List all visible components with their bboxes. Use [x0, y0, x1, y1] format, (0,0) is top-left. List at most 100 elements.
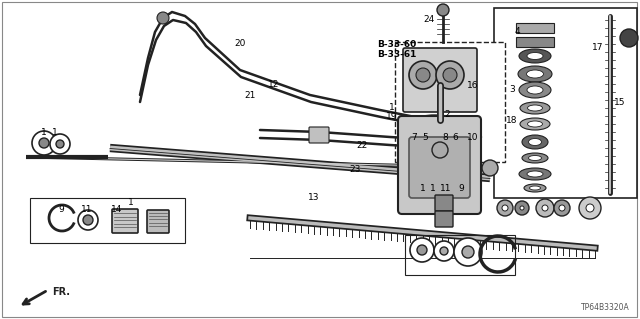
FancyBboxPatch shape	[112, 209, 138, 233]
Text: 17: 17	[592, 43, 604, 52]
Circle shape	[78, 210, 98, 230]
Ellipse shape	[421, 145, 449, 151]
Bar	[516, 37, 554, 47]
Ellipse shape	[529, 186, 541, 190]
Ellipse shape	[416, 143, 454, 153]
Text: 9: 9	[59, 205, 64, 214]
FancyBboxPatch shape	[309, 127, 329, 143]
Ellipse shape	[527, 70, 543, 78]
Text: B-33-60: B-33-60	[377, 40, 417, 49]
Bar	[494, 8, 637, 198]
Text: 22: 22	[356, 141, 367, 150]
Text: 5: 5	[422, 133, 428, 142]
Ellipse shape	[416, 129, 454, 139]
Text: 1: 1	[52, 128, 57, 137]
Circle shape	[83, 215, 93, 225]
Circle shape	[586, 204, 594, 212]
Circle shape	[432, 142, 448, 158]
Ellipse shape	[519, 49, 551, 63]
Text: 12: 12	[268, 80, 280, 89]
Circle shape	[56, 140, 64, 148]
Text: 14: 14	[111, 205, 123, 214]
Text: 9: 9	[458, 184, 463, 193]
Ellipse shape	[421, 131, 449, 137]
Ellipse shape	[421, 117, 449, 122]
Ellipse shape	[527, 121, 543, 127]
Text: 8: 8	[442, 133, 447, 142]
Circle shape	[416, 68, 430, 82]
Circle shape	[554, 200, 570, 216]
Text: 7: 7	[412, 133, 417, 142]
Ellipse shape	[524, 184, 546, 192]
Circle shape	[39, 138, 49, 148]
Text: 10: 10	[467, 133, 478, 142]
Circle shape	[436, 61, 464, 89]
Circle shape	[157, 12, 169, 24]
Circle shape	[50, 134, 70, 154]
Ellipse shape	[527, 53, 543, 60]
Text: 13: 13	[308, 193, 319, 202]
Text: 20: 20	[234, 39, 246, 48]
Text: 16: 16	[467, 81, 478, 90]
Bar	[395, 42, 505, 162]
Text: 1: 1	[128, 198, 133, 207]
FancyBboxPatch shape	[403, 48, 477, 112]
Ellipse shape	[620, 29, 638, 47]
FancyBboxPatch shape	[435, 211, 453, 227]
Circle shape	[482, 160, 498, 176]
Circle shape	[409, 61, 437, 89]
Ellipse shape	[520, 118, 550, 130]
Ellipse shape	[527, 105, 543, 111]
Circle shape	[536, 199, 554, 217]
FancyBboxPatch shape	[147, 210, 169, 233]
Circle shape	[440, 247, 448, 255]
Text: TP64B3320A: TP64B3320A	[581, 303, 630, 312]
Text: 6: 6	[453, 133, 458, 142]
Ellipse shape	[527, 171, 543, 177]
Ellipse shape	[527, 86, 543, 94]
Text: 11: 11	[81, 205, 93, 214]
Circle shape	[502, 205, 508, 211]
Circle shape	[542, 205, 548, 211]
Text: 23: 23	[349, 165, 361, 174]
Circle shape	[497, 200, 513, 216]
Circle shape	[32, 131, 56, 155]
Ellipse shape	[529, 155, 541, 160]
FancyBboxPatch shape	[409, 137, 470, 198]
Text: B-33-61: B-33-61	[377, 50, 417, 59]
Ellipse shape	[416, 115, 454, 125]
Text: 1: 1	[389, 103, 394, 112]
Text: 4: 4	[515, 27, 520, 36]
Circle shape	[437, 4, 449, 16]
Text: 3: 3	[509, 85, 515, 94]
Bar	[516, 23, 554, 33]
Circle shape	[462, 246, 474, 258]
Circle shape	[579, 197, 601, 219]
Text: 1: 1	[420, 184, 425, 193]
Circle shape	[434, 241, 454, 261]
Ellipse shape	[529, 138, 541, 145]
Circle shape	[443, 68, 457, 82]
Text: 11: 11	[440, 184, 452, 193]
Text: 24: 24	[423, 15, 435, 24]
Ellipse shape	[522, 135, 548, 149]
FancyBboxPatch shape	[398, 116, 481, 214]
Text: 1: 1	[41, 128, 46, 137]
Text: 18: 18	[506, 116, 518, 125]
Text: 2: 2	[444, 110, 449, 119]
Text: FR.: FR.	[52, 287, 70, 297]
Text: 21: 21	[244, 91, 255, 100]
Ellipse shape	[518, 66, 552, 82]
Circle shape	[520, 206, 524, 210]
Text: 15: 15	[614, 98, 625, 107]
Bar	[405, 235, 515, 275]
Circle shape	[410, 238, 434, 262]
Ellipse shape	[522, 153, 548, 163]
Text: 1: 1	[431, 184, 436, 193]
FancyBboxPatch shape	[435, 195, 453, 211]
Circle shape	[417, 245, 427, 255]
Circle shape	[515, 201, 529, 215]
Circle shape	[454, 238, 482, 266]
Ellipse shape	[520, 102, 550, 114]
Bar	[30, 198, 185, 243]
